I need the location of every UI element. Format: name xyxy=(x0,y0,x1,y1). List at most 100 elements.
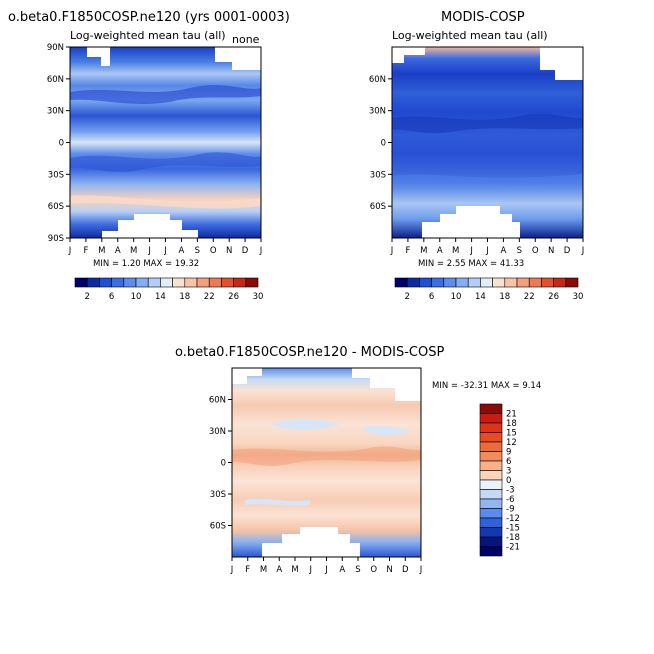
p2-colorbar-label: 10 xyxy=(451,292,462,302)
p1-ytick-label: 90S xyxy=(48,234,64,244)
p2-colorbar-swatch xyxy=(541,277,554,288)
p3-colorbar-label: -18 xyxy=(506,533,520,543)
p1-colorbar-swatch xyxy=(123,277,137,288)
p3-xtick-label: M xyxy=(291,565,298,575)
p1-colorbar-swatch xyxy=(160,277,173,288)
p3-colorbar-label: 12 xyxy=(506,438,517,448)
p3-colorbar-label: -3 xyxy=(506,486,514,496)
p3-xtick-label: A xyxy=(276,565,282,575)
p3-colorbar-label: -21 xyxy=(506,543,520,553)
panel3-band xyxy=(232,446,421,466)
p1-colorbar-swatch xyxy=(86,277,100,288)
p2-xtick-label: A xyxy=(437,246,443,256)
p2-colorbar-swatch xyxy=(455,277,469,288)
p2-colorbar-swatch xyxy=(516,277,530,288)
p1-colorbar-swatch xyxy=(172,277,186,288)
p1-colorbar-swatch xyxy=(147,277,161,288)
panel1-mask xyxy=(215,47,261,70)
p3-colorbar-swatch xyxy=(479,527,503,538)
p3-colorbar-swatch xyxy=(479,508,503,519)
p2-xtick-label: J xyxy=(390,246,394,256)
p1-ytick-label: 30S xyxy=(48,170,64,180)
p2-colorbar-swatch xyxy=(528,277,542,288)
p2-colorbar-swatch xyxy=(443,277,457,288)
p1-colorbar-swatch xyxy=(208,277,222,288)
p2-xtick-label: D xyxy=(564,246,571,256)
panel-diff: o.beta0.F1850COSP.ne120 - MODIS-COSP 60N… xyxy=(175,345,541,575)
p2-xtick-label: J xyxy=(485,246,489,256)
p3-colorbar-swatch xyxy=(479,422,503,433)
p1-xtick-label: J xyxy=(68,246,72,256)
p3-ytick-label: 30N xyxy=(209,427,226,437)
p1-xtick-label: O xyxy=(210,246,217,256)
p2-colorbar-swatch xyxy=(394,277,408,288)
p2-colorbar-swatch xyxy=(480,277,493,288)
panel1-field xyxy=(70,47,261,238)
p2-ytick-label: 60S xyxy=(370,202,386,212)
p3-colorbar-swatch xyxy=(479,413,503,424)
panel1-mask xyxy=(70,47,110,66)
p2-colorbar-label: 6 xyxy=(429,292,434,302)
p1-xtick-label: A xyxy=(179,246,185,256)
p2-ytick-label: 60N xyxy=(369,75,386,85)
panel2-title: MODIS-COSP xyxy=(441,10,525,25)
p3-colorbar-label: 9 xyxy=(506,448,511,458)
p1-colorbar-label: 6 xyxy=(109,292,114,302)
p1-ytick-label: 0 xyxy=(59,139,64,149)
panel2-mask xyxy=(422,206,520,238)
p3-xtick-label: M xyxy=(260,565,267,575)
p1-colorbar-label: 14 xyxy=(155,292,166,302)
panel1-mask xyxy=(102,214,198,238)
p1-ytick-label: 60N xyxy=(47,75,64,85)
panel3-patch xyxy=(270,419,340,430)
p2-colorbar-swatch xyxy=(419,277,432,288)
panel3-mask xyxy=(262,527,360,557)
p3-ytick-label: 30S xyxy=(210,490,226,500)
p2-colorbar-label: 14 xyxy=(475,292,486,302)
p1-xtick-label: A xyxy=(115,246,121,256)
p3-xtick-label: F xyxy=(245,565,250,575)
p3-colorbar-label: 15 xyxy=(506,429,517,439)
p1-colorbar-swatch xyxy=(74,277,88,288)
p1-xtick-label: M xyxy=(98,246,105,256)
p2-xtick-label: O xyxy=(532,246,539,256)
p1-xtick-label: S xyxy=(195,246,200,256)
p1-colorbar-swatch xyxy=(111,277,125,288)
p1-colorbar-label: 22 xyxy=(204,292,215,302)
p1-colorbar-label: 2 xyxy=(84,292,89,302)
p1-ytick-label: 30N xyxy=(47,107,64,117)
p2-xtick-label: N xyxy=(548,246,554,256)
p1-colorbar-swatch xyxy=(135,277,149,288)
panel3-patch xyxy=(245,498,310,506)
p2-colorbar-swatch xyxy=(406,277,420,288)
p3-colorbar-label: -6 xyxy=(506,495,514,505)
p3-colorbar-swatch xyxy=(479,470,503,481)
panel-obs: MODIS-COSP Log-weighted mean tau (all) 6… xyxy=(369,10,584,302)
p2-xtick-label: J xyxy=(469,246,473,256)
panel1-title: o.beta0.F1850COSP.ne120 (yrs 0001-0003) xyxy=(8,10,290,25)
p1-xtick-label: F xyxy=(83,246,88,256)
p1-colorbar-swatch xyxy=(184,277,198,288)
p3-ytick-label: 0 xyxy=(221,459,226,469)
p1-colorbar-label: 18 xyxy=(179,292,190,302)
p3-xtick-label: A xyxy=(339,565,345,575)
p3-xtick-label: J xyxy=(324,565,328,575)
p3-colorbar-label: 3 xyxy=(506,467,511,477)
p1-xtick-label: J xyxy=(147,246,151,256)
panel1-band xyxy=(70,85,261,104)
p3-colorbar-label: -9 xyxy=(506,505,514,515)
p3-colorbar-swatch xyxy=(479,536,503,547)
p1-colorbar-label: 26 xyxy=(228,292,239,302)
panel2-mask xyxy=(392,47,425,63)
p3-colorbar-swatch xyxy=(479,546,503,557)
p3-xtick-label: O xyxy=(370,565,377,575)
p3-colorbar-swatch xyxy=(479,489,503,500)
p1-colorbar-label: 10 xyxy=(131,292,142,302)
p1-xtick-label: M xyxy=(130,246,137,256)
panel1-subtitle: Log-weighted mean tau (all) xyxy=(70,29,226,42)
p1-xtick-label: D xyxy=(242,246,249,256)
p2-colorbar-swatch xyxy=(492,277,506,288)
